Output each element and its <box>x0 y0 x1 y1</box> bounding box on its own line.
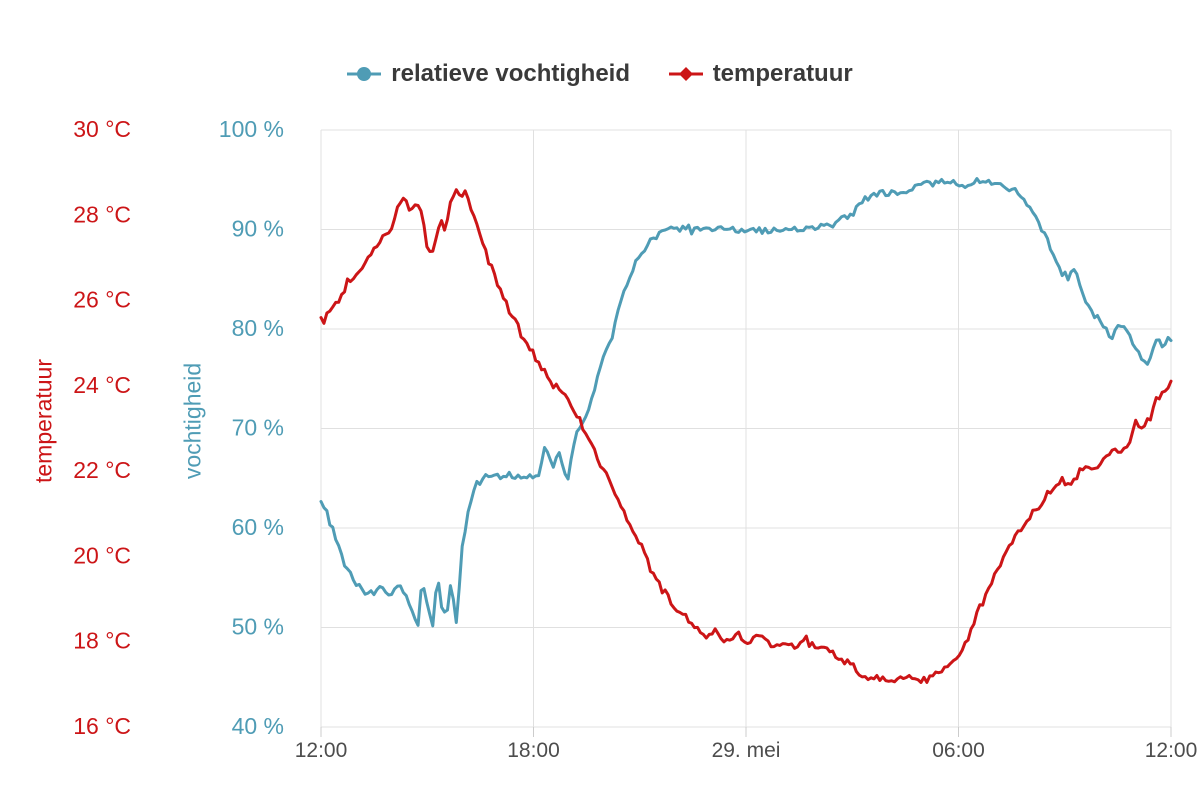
svg-text:28 °C: 28 °C <box>73 201 131 227</box>
svg-text:16 °C: 16 °C <box>73 713 131 739</box>
svg-text:26 °C: 26 °C <box>73 287 131 313</box>
svg-text:18:00: 18:00 <box>507 739 560 762</box>
svg-text:40 %: 40 % <box>232 713 284 739</box>
svg-text:70 %: 70 % <box>232 415 284 441</box>
svg-text:80 %: 80 % <box>232 315 284 341</box>
svg-text:20 °C: 20 °C <box>73 542 131 568</box>
svg-text:22 °C: 22 °C <box>73 457 131 483</box>
svg-text:100 %: 100 % <box>219 116 284 142</box>
svg-text:06:00: 06:00 <box>932 739 985 762</box>
svg-text:12:00: 12:00 <box>295 739 348 762</box>
svg-text:24 °C: 24 °C <box>73 372 131 398</box>
svg-text:90 %: 90 % <box>232 216 284 242</box>
svg-text:29. mei: 29. mei <box>712 739 781 762</box>
svg-text:30 °C: 30 °C <box>73 116 131 142</box>
svg-text:50 %: 50 % <box>232 614 284 640</box>
svg-text:12:00: 12:00 <box>1145 739 1198 762</box>
svg-text:60 %: 60 % <box>232 514 284 540</box>
svg-text:18 °C: 18 °C <box>73 628 131 654</box>
